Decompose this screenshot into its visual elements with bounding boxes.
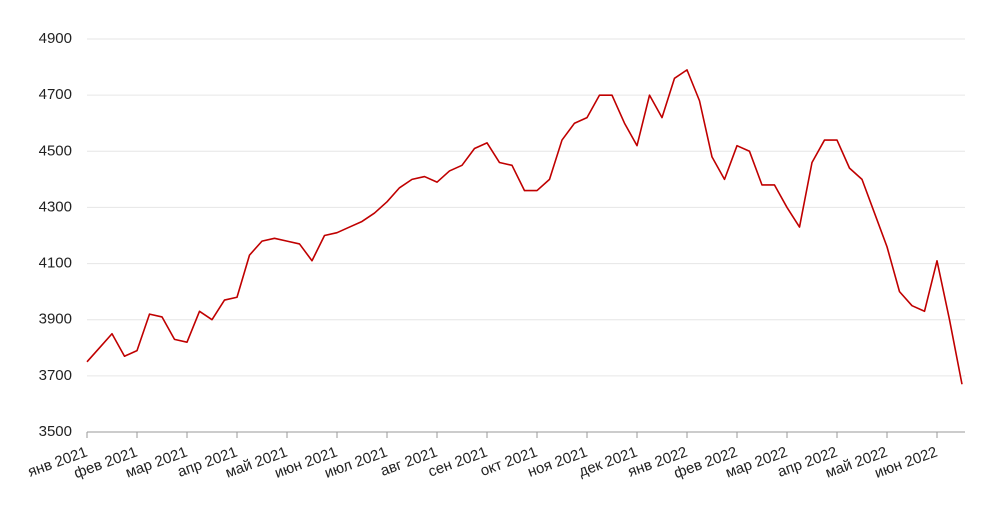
y-tick-label: 4900 xyxy=(39,30,72,47)
y-tick-label: 3900 xyxy=(39,311,72,328)
y-tick-label: 3500 xyxy=(39,423,72,440)
y-tick-label: 4100 xyxy=(39,255,72,272)
y-tick-label: 4500 xyxy=(39,142,72,159)
line xyxy=(86,69,963,385)
y-tick-label: 3700 xyxy=(39,367,72,384)
y-tick-label: 4300 xyxy=(39,198,72,215)
y-tick-label: 4700 xyxy=(39,86,72,103)
